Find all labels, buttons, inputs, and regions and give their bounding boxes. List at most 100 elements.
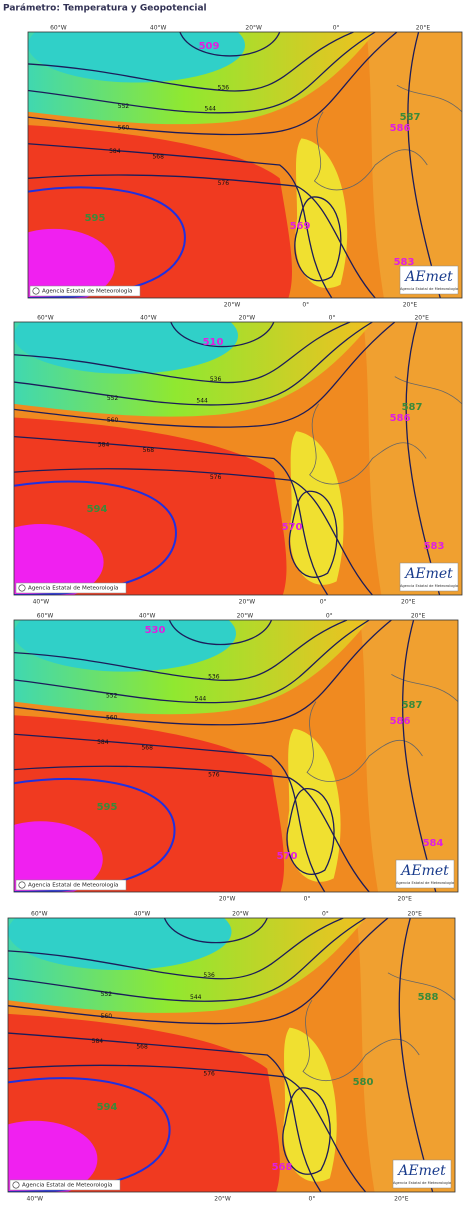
center-value: 584 [423,838,444,849]
right-area [366,32,462,298]
longitude-label: 40°W [27,1196,44,1203]
right-area [356,918,455,1192]
center-value: 569 [290,221,311,232]
contour-label: 536 [218,84,230,91]
contour-line [14,620,347,680]
cold-core [8,918,232,971]
longitude-label: 20°W [245,25,262,32]
contour-line [14,322,350,383]
longitude-label: 60°W [50,25,67,32]
credit-text: Agencia Estatal de Meteorología [28,585,118,592]
copyright-icon [32,287,40,295]
contour-label: 536 [210,376,222,383]
longitude-label: 20°W [239,315,256,322]
contour-label: 536 [203,972,215,979]
longitude-label: 0° [322,911,329,918]
center-value: 570 [277,851,298,862]
center-value: 587 [400,112,421,123]
contour-label: 560 [118,124,130,131]
hot-core [8,1120,98,1192]
contour-line [399,918,432,1192]
contour-line [8,918,343,979]
contour-line [8,918,388,1024]
center-value: 586 [390,716,411,727]
warm-plume [287,728,341,882]
cold-core [14,620,236,672]
longitude-label: 40°W [134,911,151,918]
longitude-label: 0° [320,599,327,606]
contour-line [283,1088,330,1174]
contour-label: 544 [205,106,217,113]
contour-line [14,322,372,405]
longitude-label: 60°W [37,613,54,620]
contour-line [8,1033,321,1192]
contour-line [406,322,440,595]
contour-line [14,437,328,595]
longitude-label: 0° [309,1196,316,1203]
center-value: 594 [87,504,108,515]
contour-line [180,32,280,56]
contour-label: 536 [208,674,220,681]
center-value: 583 [394,257,415,268]
contour-label: 560 [107,417,119,424]
contour-label: 568 [136,1043,148,1050]
credit-box [29,285,141,297]
longitude-label: 0° [302,302,309,309]
longitude-label: 60°W [31,911,48,918]
warm-plume [290,431,344,585]
contour-line [28,144,332,298]
longitude-label: 20°E [394,1196,409,1203]
longitude-label: 0° [304,896,311,903]
longitude-label: 60°W [37,315,54,322]
center-value: 580 [353,1077,374,1088]
contour-line [169,620,271,644]
longitude-label: 40°W [150,25,167,32]
longitude-label: 20°W [237,613,254,620]
center-value: 587 [402,700,423,711]
contour-label: 552 [118,103,130,110]
logo-box [395,859,455,889]
logo-text: AEmet [399,863,449,879]
contour-label: 584 [92,1038,104,1045]
contour-label: 576 [203,1071,215,1078]
contour-line [28,32,354,91]
contour-label: 568 [143,447,155,454]
contour-line [28,32,375,113]
copyright-icon [18,881,26,889]
logo-box [392,1159,452,1189]
logo-caption: Agencia Estatal de Meteorología [396,881,454,885]
hot-core [14,524,104,595]
contour-line [8,1065,366,1192]
logo-caption: Agencia Estatal de Meteorología [393,1181,451,1185]
center-value: 594 [97,1102,118,1113]
center-value: 570 [282,522,303,533]
contour-label: 552 [101,991,113,998]
longitude-label: 20°E [416,25,431,32]
coastline [310,377,462,484]
credit-text: Agencia Estatal de Meteorología [28,882,118,889]
longitude-label: 20°E [398,896,413,903]
hot-core [14,821,103,892]
warm-plume [295,138,348,289]
warm-plume [283,1027,337,1182]
contour-label: 568 [152,154,164,161]
coastline [307,674,458,781]
map-frame [13,321,463,596]
logo-box [399,265,459,295]
contour-label: 544 [195,695,207,702]
contour-label: 560 [101,1013,113,1020]
contour-line [403,620,436,892]
contour-label: 584 [98,441,110,448]
map-frame [27,31,463,299]
contour-label: 544 [190,994,202,1001]
longitude-label: 0° [326,613,333,620]
longitude-label: 40°W [139,613,156,620]
contour-line [295,197,341,281]
right-area [363,322,462,595]
longitude-label: 20°E [411,613,426,620]
contour-label: 576 [208,772,220,779]
longitude-label: 20°E [408,911,423,918]
contour-line [14,620,369,703]
